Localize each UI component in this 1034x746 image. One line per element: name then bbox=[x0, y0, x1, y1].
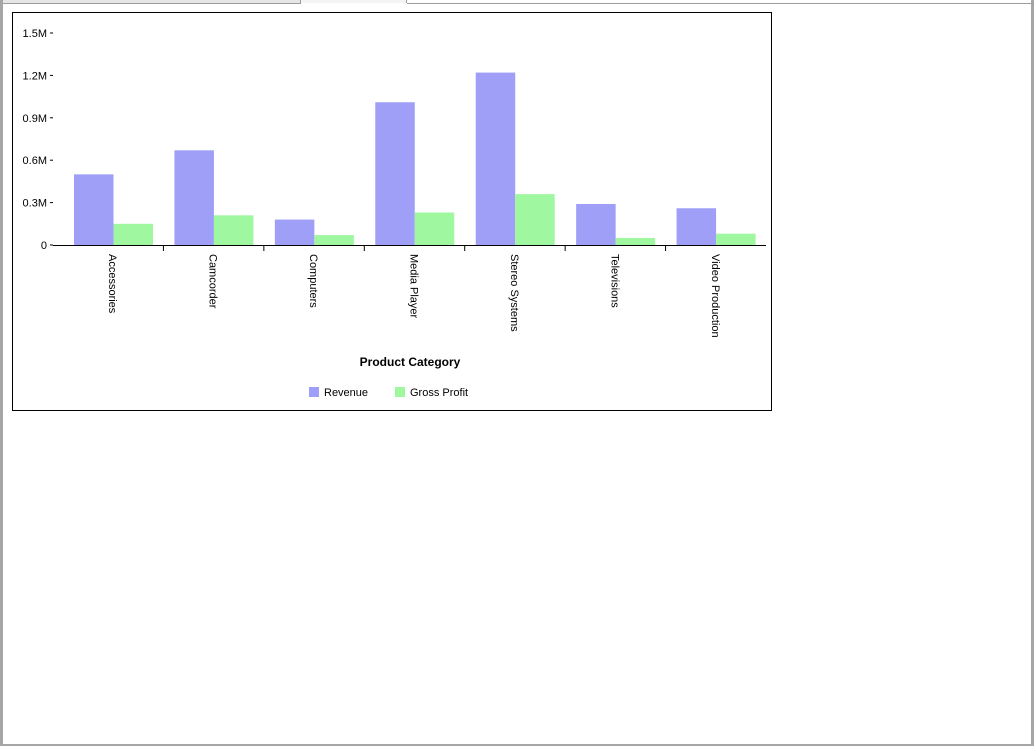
bar-gross-profit[interactable] bbox=[515, 194, 555, 245]
bar-gross-profit[interactable] bbox=[716, 233, 756, 245]
x-tick-label: Computers bbox=[307, 254, 319, 308]
bar-gross-profit[interactable] bbox=[113, 223, 154, 245]
bar-revenue[interactable] bbox=[375, 102, 415, 246]
x-axis: Accessories Camcorder Computers Media Playe… bbox=[53, 245, 766, 338]
y-tick-label: 0.9M bbox=[23, 113, 47, 125]
y-tick-label: 0 bbox=[41, 240, 47, 252]
y-tick-label: 0.6M bbox=[23, 155, 47, 167]
bar-revenue[interactable] bbox=[174, 150, 214, 245]
tab-previous[interactable] bbox=[3, 0, 301, 4]
x-axis-title: Product Category bbox=[360, 355, 461, 369]
bar-revenue[interactable] bbox=[576, 204, 616, 245]
legend: Revenue Gross Profit bbox=[309, 387, 468, 399]
bar-revenue[interactable] bbox=[74, 174, 114, 245]
bar-chart: 0 0.3M 0.6M 0.9M 1.2M 1.5M Accessories Camcord… bbox=[23, 28, 766, 399]
y-tick-label: 1.5M bbox=[23, 28, 47, 40]
bar-revenue[interactable] bbox=[274, 219, 315, 245]
bar-gross-profit[interactable] bbox=[213, 215, 254, 245]
x-tick-label: Video Production bbox=[709, 254, 721, 338]
y-axis: 0 0.3M 0.6M 0.9M 1.2M 1.5M bbox=[23, 28, 53, 252]
legend-label: Gross Profit bbox=[410, 387, 468, 399]
bar-gross-profit[interactable] bbox=[615, 237, 656, 245]
chart-frame: 0 0.3M 0.6M 0.9M 1.2M 1.5M Accessories Camcord… bbox=[12, 12, 772, 411]
x-tick-label: Accessories bbox=[106, 254, 118, 314]
bar-revenue[interactable] bbox=[475, 72, 516, 245]
y-tick-label: 0.3M bbox=[23, 198, 47, 210]
legend-label: Revenue bbox=[324, 387, 368, 399]
tab-strip-border bbox=[407, 3, 1034, 4]
bars-group bbox=[74, 72, 756, 246]
tab-strip bbox=[3, 0, 1034, 4]
bar-revenue[interactable] bbox=[676, 208, 717, 245]
bar-gross-profit[interactable] bbox=[414, 212, 455, 245]
legend-swatch bbox=[309, 387, 319, 397]
tab-active[interactable] bbox=[301, 0, 407, 3]
bar-gross-profit[interactable] bbox=[314, 235, 354, 245]
x-tick-label: Stereo Systems bbox=[508, 254, 520, 332]
x-tick-label: Televisions bbox=[608, 254, 620, 308]
legend-swatch bbox=[395, 387, 405, 397]
x-tick-label: Camcorder bbox=[207, 254, 219, 309]
y-tick-label: 1.2M bbox=[23, 70, 47, 82]
x-tick-label: Media Player bbox=[408, 254, 420, 319]
